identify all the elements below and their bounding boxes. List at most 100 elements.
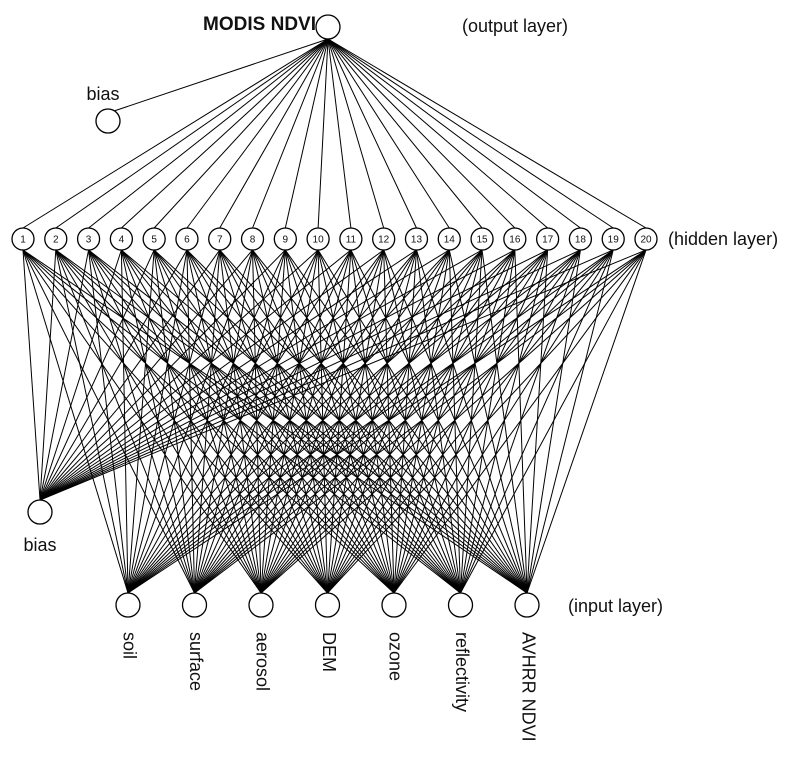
hidden-node	[503, 227, 527, 251]
input-node	[248, 592, 274, 618]
edge	[327, 249, 614, 594]
edge	[252, 38, 329, 229]
edge	[127, 249, 548, 594]
edge	[39, 249, 286, 501]
hidden-node-label: 17	[542, 235, 554, 246]
edge	[88, 38, 329, 229]
edge	[127, 249, 647, 594]
hidden-node-label: 4	[119, 235, 125, 246]
hidden-node	[568, 227, 593, 251]
edge	[327, 38, 352, 229]
hidden-node-label: 5	[151, 235, 157, 246]
hidden-node-label: 11	[346, 235, 357, 246]
edge	[127, 249, 155, 594]
hidden-node-label: 6	[184, 235, 190, 246]
output-label: MODIS NDVI	[203, 14, 316, 35]
edge	[327, 249, 647, 594]
hidden-node	[601, 227, 625, 251]
edge	[39, 249, 253, 501]
edge	[186, 38, 329, 229]
input-node-label: reflectivity	[452, 632, 472, 712]
hidden-node-label: 1	[20, 235, 26, 246]
hidden-node	[339, 227, 363, 251]
edge	[327, 38, 483, 229]
edge	[39, 249, 384, 501]
input-node	[447, 592, 474, 618]
edge	[127, 249, 614, 594]
edge	[219, 38, 329, 229]
edge	[327, 38, 548, 229]
edge	[39, 249, 516, 501]
edge	[39, 249, 647, 501]
edge	[55, 249, 129, 594]
edge	[22, 249, 41, 501]
hidden-node	[208, 227, 232, 251]
hidden-node-label: 15	[476, 235, 488, 246]
hidden-node-label: 14	[444, 235, 456, 246]
hidden-node-label: 19	[608, 235, 620, 246]
edge	[39, 249, 57, 501]
hidden-node	[273, 227, 297, 251]
edge	[39, 249, 352, 501]
input-layer-label: (input layer)	[568, 596, 663, 616]
edge	[194, 249, 614, 594]
edge	[39, 249, 155, 501]
edge	[55, 38, 329, 229]
hidden-node-label: 10	[313, 235, 325, 246]
input-node-label: ozone	[385, 632, 405, 681]
hidden-node	[437, 227, 461, 251]
edge	[127, 249, 385, 594]
hidden-node	[535, 227, 560, 251]
edge	[127, 249, 352, 594]
edge	[39, 249, 417, 501]
hidden-node	[240, 227, 265, 251]
edge	[327, 38, 417, 229]
edge	[460, 249, 647, 594]
hidden-node	[142, 227, 166, 251]
bias-bottom-label: bias	[23, 535, 56, 555]
hidden-node-label: 8	[250, 235, 256, 246]
hidden-node	[109, 227, 134, 251]
edge	[127, 249, 483, 594]
output-layer-label: (output layer)	[462, 16, 568, 36]
edge	[127, 249, 450, 594]
edge	[526, 249, 614, 594]
hidden-node-label: 13	[411, 235, 423, 246]
edge	[39, 249, 221, 501]
edge	[284, 38, 329, 229]
hidden-node	[634, 227, 658, 251]
edge	[127, 249, 516, 594]
hidden-node	[470, 227, 494, 251]
hidden-layer-label: (hidden layer)	[668, 229, 778, 249]
edge	[39, 249, 188, 501]
bias-top-label: bias	[86, 84, 119, 104]
bias-node	[95, 108, 121, 134]
input-node	[381, 592, 407, 618]
input-node-label: soil	[119, 632, 139, 659]
edge	[327, 38, 614, 229]
edge	[88, 249, 129, 594]
edge	[327, 38, 581, 229]
edge	[127, 249, 319, 594]
hidden-node	[372, 227, 396, 251]
hidden-node-label: 20	[640, 235, 652, 246]
edge	[39, 249, 483, 501]
input-node-label: aerosol	[252, 632, 272, 691]
edges	[22, 38, 647, 594]
hidden-node-label: 2	[53, 235, 59, 246]
output-node	[315, 14, 341, 40]
edge	[39, 249, 581, 501]
edge	[127, 249, 253, 594]
edge	[39, 249, 319, 501]
edge	[153, 38, 329, 229]
hidden-node-label: 16	[509, 235, 521, 246]
input-node	[181, 592, 208, 618]
edge	[327, 38, 385, 229]
hidden-node	[306, 227, 330, 251]
edge	[260, 249, 647, 594]
hidden-node	[404, 227, 429, 251]
edge	[194, 249, 647, 594]
hidden-node	[11, 227, 35, 251]
